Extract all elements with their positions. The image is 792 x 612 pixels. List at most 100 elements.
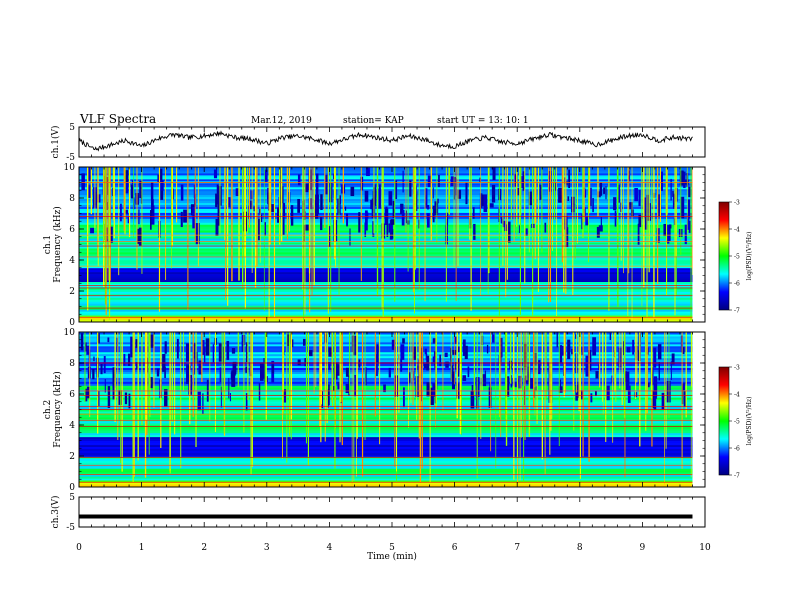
spectrogram-speckle [125,181,129,194]
spectrogram-speckle [492,334,495,343]
spectrogram-speckle [212,344,215,363]
spectrogram-speckle [657,344,662,360]
spectrogram-speckle [489,382,492,388]
spectrogram-speckle [297,359,301,366]
spectrogram-speckle [103,356,106,374]
spectrogram-speckle [424,363,427,369]
spectrogram-speckle [183,209,187,223]
spectrogram-speckle [600,216,602,232]
spectrogram-band [79,450,693,454]
spectrogram-speckle [231,370,236,387]
spectrogram-band [79,391,693,395]
spectrogram-speckle [652,390,654,409]
spectrogram-speckle [241,334,246,346]
spectrogram-band [79,375,693,379]
spectrogram-speckle [426,213,430,228]
spectrogram-speckle [575,384,578,401]
spectrogram-speckle [450,365,454,381]
ch1-waveform-panel: 5 -5 ch.1(V) [50,123,706,163]
spectrogram-speckle [156,368,160,377]
spectrogram-speckle [241,341,244,352]
spectrogram-speckle [364,190,369,202]
spectrogram-speckle [682,347,685,355]
spectrogram-band [79,395,693,398]
spectrogram-speckle [399,205,402,210]
spectrogram-band [79,238,693,241]
spectrogram-band [79,313,693,316]
spectrogram-speckle [653,347,657,368]
spectrogram-speckle [481,198,486,205]
spectrogram-speckle [220,386,222,408]
spectrogram-speckle [159,168,163,183]
spectrogram-band [79,338,693,341]
spectrogram-speckle [364,210,368,231]
spectrogram-speckle [534,352,537,366]
spectrogram-band [79,307,693,310]
x-tick-label: 8 [577,543,583,553]
spectrogram-speckle [539,184,542,200]
spectrogram-band [79,441,693,444]
spectrogram-band [79,415,693,418]
spectrogram-band [79,226,693,230]
spectrogram-band [79,297,693,301]
spectrogram-speckle [455,361,457,369]
spectrogram-speckle [465,182,468,205]
spectrogram-speckle [125,170,129,192]
spectrogram-speckle [123,353,126,366]
spectrogram-speckle [638,214,642,228]
spectrogram-band [79,236,693,239]
spectrogram-band [79,409,693,412]
spectrogram-speckle [324,174,328,195]
spectrogram-band [79,305,693,308]
spectrogram-speckle [104,379,106,393]
spectrogram-band [79,371,693,375]
spectrogram-speckle [235,188,240,196]
spectrogram-speckle [353,374,357,397]
colorbar-tick-label: -3 [734,200,740,207]
spectrogram-band [79,466,693,470]
spectrogram-band [79,303,693,307]
spectrogram-speckle [518,225,521,234]
spectrogram-band [79,315,693,318]
y-tick-label: 0 [69,483,75,493]
spectrogram-speckle [500,217,504,224]
spectrogram-speckle [386,222,389,238]
spectrogram-speckle [482,374,487,387]
spectrogram-band [79,474,693,477]
spectrogram-band [79,234,693,237]
spectrogram-band [79,462,693,466]
spectrogram-band [79,448,693,452]
spectrogram-speckle [425,353,428,361]
spectrogram-speckle [630,209,634,217]
spectrogram-speckle [192,342,197,359]
y-tick-label: 5 [69,493,75,503]
y-tick-label: 5 [69,123,75,133]
spectrogram-speckle [472,207,475,219]
spectrogram-speckle [670,361,672,380]
y-axis-label: ch.1(V) [50,126,61,159]
spectrogram-band [79,195,693,198]
spectrogram-speckle [609,332,611,341]
spectrogram-band [79,332,693,335]
spectrogram-speckle [603,187,606,194]
spectrogram-band [79,179,693,182]
spectrogram-speckle [218,343,223,362]
spectrogram-band [79,484,693,487]
x-tick-label: 9 [640,543,646,553]
spectrogram-speckle [213,169,218,179]
spectrogram-speckle [245,366,248,373]
spectrogram-speckle [457,358,460,377]
spectrogram-speckle [565,227,569,248]
spectrogram-speckle [634,345,638,361]
x-tick-label: 6 [452,543,458,553]
figure-title: VLF Spectra [79,112,156,126]
spectrogram-speckle [412,346,416,360]
spectrogram-speckle [565,181,568,186]
spectrogram-speckle [230,372,232,380]
spectrogram-band [79,248,693,251]
ch2-colorbar: -3 -4 -5 -6 -7 log(PSD)(V²/Hz) [718,365,753,480]
spectrogram-band [79,401,693,404]
spectrogram-speckle [346,213,349,227]
spectrogram-band [79,183,693,186]
spectrogram-band [79,387,693,391]
